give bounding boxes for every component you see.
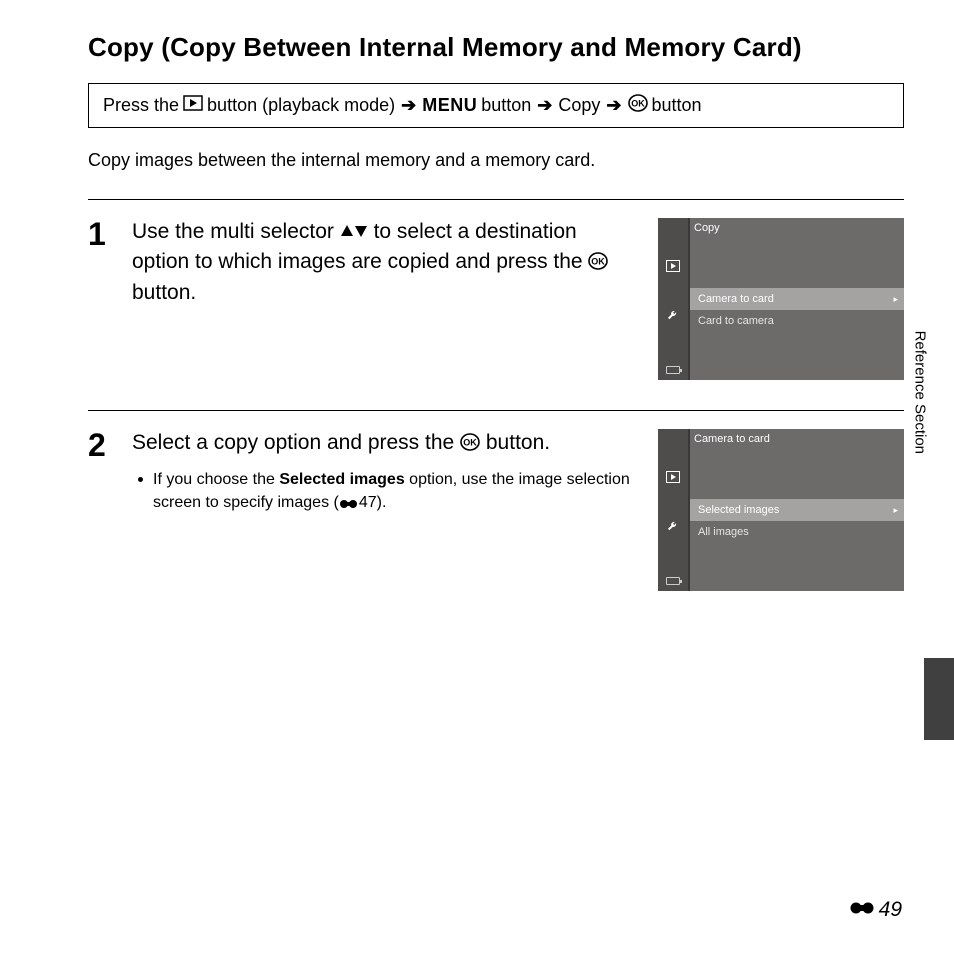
manual-page: Copy (Copy Between Internal Memory and M…: [0, 0, 954, 954]
menu-item[interactable]: Camera to card: [690, 288, 904, 310]
page-number: 49: [849, 898, 902, 922]
nav-text: button: [481, 95, 531, 116]
ok-icon: OK: [628, 94, 648, 117]
screen-header: Camera to card: [694, 433, 770, 445]
menu-item[interactable]: Selected images: [690, 499, 904, 521]
screen-sidebar: [658, 429, 688, 591]
menu-label: MENU: [422, 95, 477, 116]
intro-text: Copy images between the internal memory …: [88, 150, 904, 171]
ref-link-icon: [339, 495, 359, 517]
screen-sidebar: [658, 218, 688, 380]
screen-menu: Camera to card Card to camera: [690, 288, 904, 332]
step-block: 2 Select a copy option and press the OK …: [88, 410, 904, 621]
camera-screen-mock: Copy Camera to card Card to camera: [658, 218, 904, 380]
nav-text: Press the: [103, 95, 179, 116]
ok-icon: OK: [588, 250, 608, 278]
ref-link-icon: [849, 898, 875, 922]
camera-screen-mock: Camera to card Selected images All image…: [658, 429, 904, 591]
page-title: Copy (Copy Between Internal Memory and M…: [88, 32, 904, 63]
svg-text:OK: OK: [463, 438, 477, 448]
playback-icon: [666, 260, 680, 275]
nav-text: Copy: [558, 95, 600, 116]
playback-icon: [666, 471, 680, 486]
screen-header: Copy: [694, 222, 720, 234]
battery-icon: [666, 366, 680, 374]
step-instruction: Use the multi selector to select a desti…: [132, 218, 634, 380]
screen-menu: Selected images All images: [690, 499, 904, 543]
menu-item[interactable]: All images: [690, 521, 904, 543]
nav-text: button (playback mode): [207, 95, 395, 116]
arrow-icon: ➔: [604, 95, 623, 116]
playback-icon: [183, 95, 203, 116]
step-number: 2: [88, 429, 112, 591]
menu-item[interactable]: Card to camera: [690, 310, 904, 332]
step-block: 1 Use the multi selector to select a des…: [88, 199, 904, 410]
section-side-label: Reference Section: [911, 331, 928, 454]
svg-text:OK: OK: [631, 99, 645, 109]
side-tab: [924, 658, 954, 740]
updown-icon: [340, 220, 368, 248]
nav-text: button: [652, 95, 702, 116]
wrench-icon: [666, 309, 680, 326]
ok-icon: OK: [460, 431, 480, 459]
bullet-dot-icon: [138, 477, 143, 482]
arrow-icon: ➔: [399, 95, 418, 116]
battery-icon: [666, 577, 680, 585]
svg-text:OK: OK: [592, 257, 606, 267]
arrow-icon: ➔: [535, 95, 554, 116]
step-instruction: Select a copy option and press the OK bu…: [132, 429, 634, 591]
step-number: 1: [88, 218, 112, 380]
bullet-item: If you choose the Selected images option…: [138, 469, 634, 517]
navigation-path-box: Press the button (playback mode) ➔ MENU …: [88, 83, 904, 128]
wrench-icon: [666, 520, 680, 537]
